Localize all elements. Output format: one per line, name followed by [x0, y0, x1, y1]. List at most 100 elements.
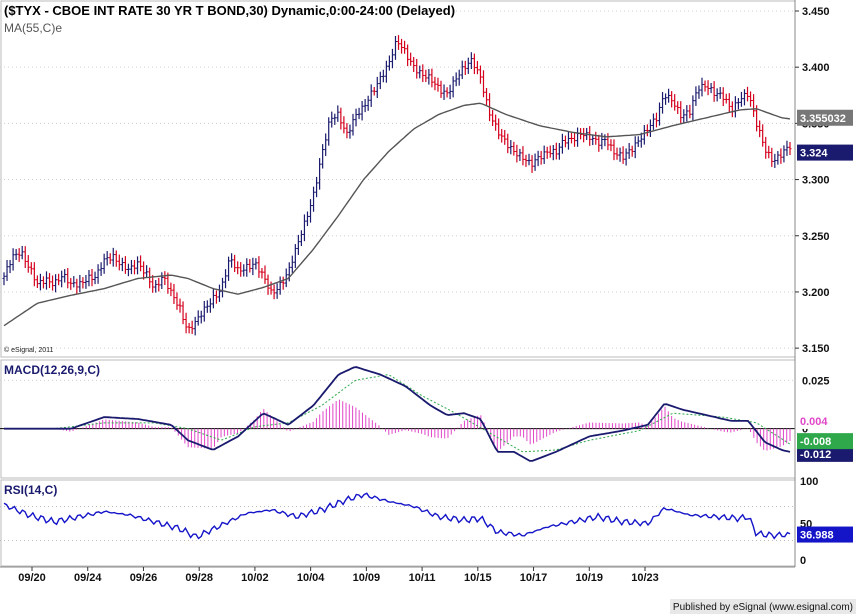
ohlc-bar — [11, 248, 15, 271]
ohlc-bar — [421, 64, 425, 83]
value-flags: 3.355032 3.324 0.004 -0.012-0.008 36.988 — [797, 109, 853, 543]
ohlc-bar — [761, 124, 765, 147]
ohlc-bar — [485, 87, 489, 106]
ohlc-bar — [227, 256, 231, 281]
ohlc-bar — [591, 134, 595, 146]
ohlc-bar — [518, 148, 522, 161]
ohlc-bar — [196, 310, 200, 326]
ohlc-bar — [569, 132, 573, 144]
ohlc-bar — [372, 87, 376, 96]
ohlc-bar — [20, 245, 24, 260]
ohlc-bar — [378, 71, 382, 90]
ohlc-bar — [709, 83, 713, 94]
last-price-flag-text: 3.324 — [800, 148, 828, 160]
ohlc-bar — [257, 256, 261, 278]
macd-value-flag: -0.012 — [797, 445, 853, 462]
ohlc-bar — [727, 93, 731, 114]
ohlc-bar — [630, 145, 634, 157]
x-tick-label: 10/19 — [576, 572, 604, 584]
ohlc-bar — [205, 300, 209, 313]
ohlc-bar — [788, 142, 792, 156]
ohlc-bar — [8, 259, 12, 274]
ohlc-bar — [548, 145, 552, 158]
ohlc-bar — [193, 316, 197, 336]
price-y-tick-label: 3.150 — [802, 343, 830, 355]
price-grid — [0, 10, 795, 349]
ohlc-bar — [739, 91, 743, 107]
ohlc-bar — [551, 144, 555, 161]
ohlc-bar — [557, 143, 561, 160]
last-price-flag-box — [797, 144, 853, 161]
price-y-tick-label: 3.300 — [802, 175, 830, 187]
ohlc-bar — [645, 124, 649, 137]
ohlc-bar — [503, 129, 507, 145]
ohlc-bar — [114, 250, 118, 267]
rsi-line — [3, 492, 791, 540]
ohlc-bar — [126, 263, 130, 277]
ohlc-bar — [633, 136, 637, 159]
ohlc-bar — [117, 254, 121, 271]
ohlc-bar — [29, 262, 33, 275]
ohlc-bar — [418, 65, 422, 79]
ohlc-bar — [463, 60, 467, 75]
ohlc-bar — [746, 86, 750, 102]
macd-hist-flag-text: 0.004 — [800, 416, 828, 428]
ohlc-bar — [57, 273, 61, 286]
ohlc-bar — [606, 133, 610, 151]
ohlc-bar — [542, 145, 546, 164]
ohlc-bar — [433, 76, 437, 91]
ohlc-bar — [749, 91, 753, 107]
ohlc-bar — [348, 124, 352, 139]
ohlc-bar — [475, 60, 479, 75]
ohlc-bar — [333, 113, 337, 125]
ohlc-bar — [770, 147, 774, 167]
rsi-value-flag-box — [797, 526, 853, 543]
rsi-y-tick-label: 100 — [800, 476, 818, 488]
ohlc-bar — [75, 278, 79, 294]
ohlc-bar — [132, 259, 136, 275]
ma-value-flag-text: 3.355032 — [800, 113, 846, 125]
x-tick-label: 09/24 — [74, 572, 102, 584]
ohlc-bar — [466, 57, 470, 74]
ohlc-bar — [166, 272, 170, 294]
macd-value-flag-box — [797, 445, 853, 462]
ohlc-bar — [35, 275, 39, 289]
price-y-tick-label: 3.450 — [802, 6, 830, 18]
ohlc-bar — [290, 255, 294, 273]
ohlc-bar — [230, 253, 234, 268]
rsi-y-tick-label: 0 — [800, 555, 806, 567]
macd-histogram — [56, 399, 791, 452]
ohlc-bar — [460, 60, 464, 80]
x-tick-label: 10/09 — [353, 572, 381, 584]
ohlc-bar — [366, 95, 370, 111]
ohlc-bar — [266, 274, 270, 295]
ohlc-bar — [554, 142, 558, 160]
ohlc-bar — [700, 77, 704, 97]
ohlc-bar — [497, 118, 501, 140]
ohlc-bar — [154, 279, 158, 293]
ohlc-bar — [96, 264, 100, 284]
ohlc-bar — [60, 270, 64, 288]
ohlc-bar — [66, 267, 70, 289]
ma-line — [3, 102, 791, 327]
ohlc-bar — [342, 116, 346, 134]
ohlc-bar — [566, 132, 570, 150]
signal-line — [4, 374, 791, 453]
ohlc-bar — [242, 264, 246, 277]
signal-value-flag-box — [797, 433, 853, 450]
ohlc-bar — [14, 248, 18, 261]
ohlc-bar — [706, 80, 710, 96]
ohlc-bar — [387, 55, 391, 71]
ohlc-bar — [384, 60, 388, 83]
ohlc-bar — [157, 277, 161, 292]
ohlc-bar — [269, 281, 273, 295]
ohlc-bar — [321, 144, 325, 169]
ohlc-bar — [63, 269, 67, 283]
ohlc-bar — [81, 277, 85, 289]
ohlc-bar — [324, 133, 328, 157]
ohlc-bar — [38, 273, 42, 291]
ohlc-bar — [469, 52, 473, 70]
ohlc-bar — [573, 132, 577, 147]
ohlc-bar — [703, 80, 707, 92]
